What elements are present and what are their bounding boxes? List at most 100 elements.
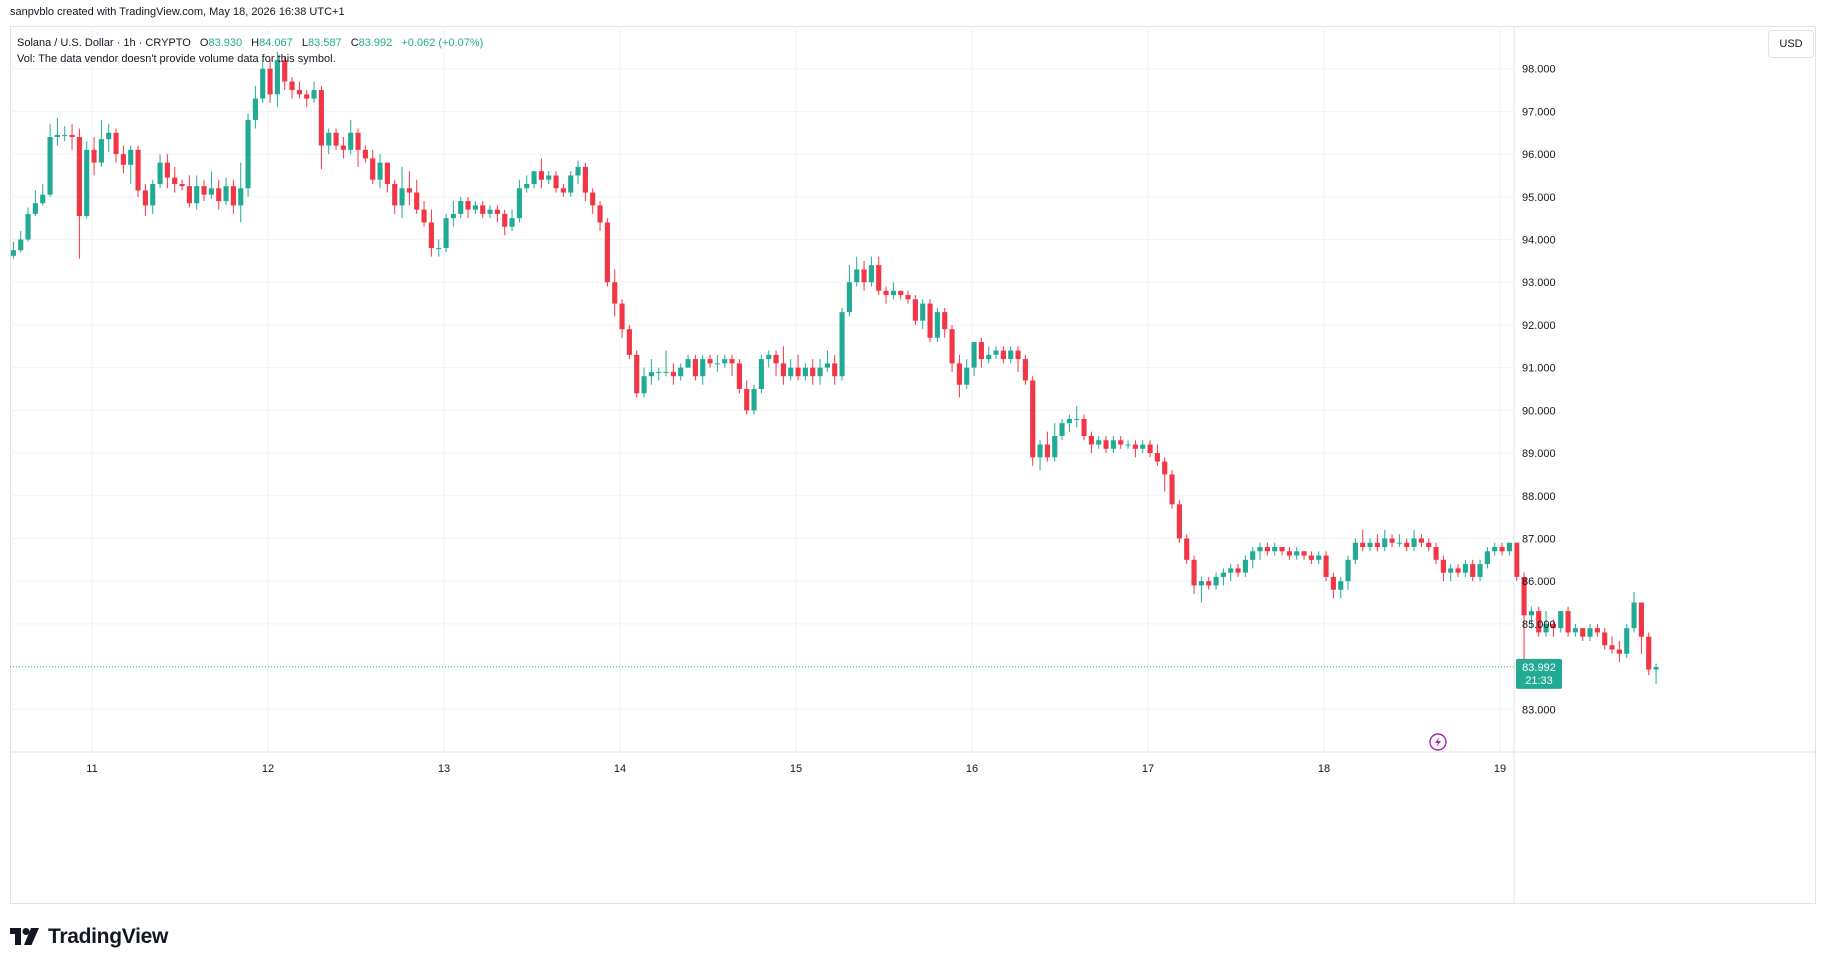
candle bbox=[854, 256, 860, 287]
candle bbox=[736, 359, 742, 394]
candle-body bbox=[971, 342, 977, 368]
candle bbox=[1411, 529, 1417, 552]
candle-body bbox=[722, 359, 728, 364]
candle bbox=[1631, 591, 1637, 633]
candle bbox=[1044, 431, 1050, 462]
candle bbox=[993, 346, 999, 360]
candle-body bbox=[1147, 444, 1153, 454]
candle-body bbox=[678, 367, 684, 377]
candle-body bbox=[1470, 564, 1476, 577]
candle bbox=[1638, 602, 1644, 654]
candle-body bbox=[1169, 474, 1175, 505]
candle-body bbox=[245, 119, 251, 189]
candle-body bbox=[546, 175, 552, 180]
time-tick-label: 17 bbox=[1142, 763, 1154, 775]
candle-body bbox=[1624, 628, 1630, 654]
candle-body bbox=[1308, 555, 1314, 560]
candle-body bbox=[854, 269, 860, 283]
candle bbox=[1096, 435, 1102, 449]
candle bbox=[1008, 346, 1014, 364]
candle bbox=[377, 154, 383, 189]
candle bbox=[150, 179, 156, 214]
candle-body bbox=[1338, 581, 1344, 590]
last-price-value: 83.992 bbox=[1522, 662, 1556, 674]
candle-body bbox=[1411, 538, 1417, 548]
candle-body bbox=[458, 201, 464, 214]
candle-body bbox=[568, 175, 574, 193]
candle bbox=[494, 205, 500, 223]
candle-body bbox=[238, 188, 244, 206]
candle bbox=[1646, 632, 1652, 676]
candle bbox=[898, 290, 904, 300]
candle-body bbox=[1213, 576, 1219, 586]
candle bbox=[619, 299, 625, 338]
candle bbox=[62, 126, 68, 142]
candle bbox=[927, 299, 933, 343]
candle bbox=[780, 346, 786, 385]
candle-body bbox=[1037, 444, 1043, 458]
candle-body bbox=[1360, 542, 1366, 548]
candle bbox=[1037, 440, 1043, 471]
candle-body bbox=[18, 239, 24, 251]
candle bbox=[883, 286, 889, 304]
candle-body bbox=[1367, 542, 1373, 548]
candle-body bbox=[810, 367, 816, 377]
candle-body bbox=[355, 132, 361, 150]
candle-body bbox=[802, 367, 808, 377]
candle bbox=[311, 81, 317, 103]
candle bbox=[604, 218, 610, 287]
lightning-icon[interactable] bbox=[1429, 733, 1447, 751]
candle-body bbox=[1536, 611, 1542, 633]
candle bbox=[480, 201, 486, 219]
ohlc-low-label: L bbox=[301, 37, 308, 49]
candle bbox=[1088, 431, 1094, 454]
candle-body bbox=[744, 389, 750, 411]
candle-body bbox=[1352, 542, 1358, 560]
candle bbox=[1264, 542, 1270, 556]
currency-button[interactable]: USD bbox=[1768, 30, 1814, 58]
candle bbox=[590, 188, 596, 214]
candle-body bbox=[223, 186, 229, 202]
candle bbox=[956, 354, 962, 398]
candle-body bbox=[1198, 581, 1204, 586]
candle bbox=[1602, 628, 1608, 650]
candle-body bbox=[832, 363, 838, 377]
candle-body bbox=[1572, 628, 1578, 633]
candle bbox=[1147, 440, 1153, 458]
tradingview-logo[interactable]: TradingView bbox=[10, 925, 168, 949]
candle-body bbox=[920, 303, 926, 321]
candle bbox=[1323, 551, 1329, 582]
candle bbox=[421, 201, 427, 227]
price-tick-label: 94.000 bbox=[1522, 235, 1556, 247]
symbol-label[interactable]: Solana / U.S. Dollar · 1h · CRYPTO bbox=[17, 37, 191, 49]
candle-body bbox=[384, 162, 390, 185]
candle bbox=[524, 175, 530, 193]
candle bbox=[18, 230, 24, 253]
candle bbox=[1022, 354, 1028, 385]
price-tick-label: 86.000 bbox=[1522, 576, 1556, 588]
candle bbox=[700, 354, 706, 385]
candle bbox=[1389, 534, 1395, 548]
candle-body bbox=[289, 81, 295, 91]
candlestick-chart[interactable]: 98.000 97.000 96.000 95.000 94.000 93.000 92.0… bbox=[10, 26, 1816, 904]
attribution-text: sanpvblo created with TradingView.com, M… bbox=[10, 6, 345, 18]
candle bbox=[1404, 538, 1410, 552]
candle bbox=[120, 145, 126, 174]
ohlc-high-value: 84.067 bbox=[259, 37, 293, 49]
candle-body bbox=[1279, 547, 1285, 552]
candle-body bbox=[1272, 547, 1278, 552]
candle-body bbox=[157, 162, 163, 185]
candle bbox=[113, 128, 119, 163]
candle-body bbox=[172, 177, 178, 185]
candle bbox=[194, 175, 200, 210]
price-tick-label: 85.000 bbox=[1522, 619, 1556, 631]
candle bbox=[824, 350, 830, 372]
candle bbox=[582, 162, 588, 202]
candle bbox=[340, 137, 346, 159]
candle bbox=[949, 324, 955, 372]
candle bbox=[465, 196, 471, 219]
candle bbox=[201, 179, 207, 202]
candle-body bbox=[876, 265, 882, 291]
candle-body bbox=[1154, 453, 1160, 462]
candle bbox=[1213, 572, 1219, 590]
